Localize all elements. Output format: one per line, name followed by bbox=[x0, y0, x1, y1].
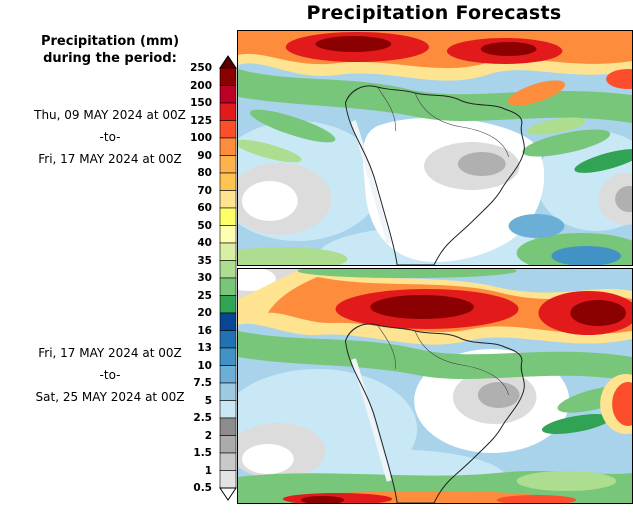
colorbar-tick: 70 bbox=[197, 184, 212, 197]
colorbar-tick: 2 bbox=[204, 429, 212, 442]
legend-title-line2: during the period: bbox=[43, 51, 177, 66]
colorbar-tick: 1 bbox=[204, 464, 212, 477]
map-week-2 bbox=[238, 269, 632, 503]
colorbar-tick: 35 bbox=[197, 254, 212, 267]
colorbar-tick-labels: 250 200 150 125 100 90 80 70 60 50 40 35 30 25 20 16 13 1… bbox=[148, 55, 212, 505]
colorbar-tick: 250 bbox=[190, 62, 212, 74]
map-panel-week-1 bbox=[237, 30, 633, 266]
period-label-week-2: Fri, 17 MAY 2024 at 00Z -to- Sat, 25 MAY… bbox=[4, 342, 216, 408]
precip-field-week-1 bbox=[238, 31, 632, 265]
period-label-week-1: Thu, 09 MAY 2024 at 00Z -to- Fri, 17 MAY… bbox=[4, 104, 216, 170]
colorbar-tick: 50 bbox=[197, 219, 212, 232]
period2-separator: -to- bbox=[99, 368, 121, 382]
colorbar-tick: 16 bbox=[197, 324, 212, 337]
colorbar-tick: 100 bbox=[190, 132, 212, 144]
colorbar-scale bbox=[219, 55, 237, 501]
colorbar-tick: 90 bbox=[197, 149, 212, 162]
legend-title-line1: Precipitation (mm) bbox=[40, 34, 180, 49]
colorbar-tick: 20 bbox=[197, 307, 212, 319]
colorbar-tick: 40 bbox=[197, 237, 212, 249]
colorbar-tick: 125 bbox=[190, 114, 212, 127]
colorbar-tick: 200 bbox=[190, 79, 212, 92]
colorbar-tick: 150 bbox=[190, 97, 212, 109]
colorbar-tick: 1.5 bbox=[193, 447, 212, 459]
colorbar-tick: 80 bbox=[197, 167, 212, 179]
legend-title: Precipitation (mm) during the period: bbox=[8, 33, 212, 67]
colorbar bbox=[218, 55, 238, 506]
period2-from: Fri, 17 MAY 2024 at 00Z bbox=[38, 346, 182, 360]
precip-field-week-2 bbox=[238, 269, 632, 503]
colorbar-tick: 60 bbox=[197, 202, 212, 214]
coastline-week-1 bbox=[344, 85, 525, 265]
colorbar-tick: 0.5 bbox=[193, 482, 212, 494]
period1-separator: -to- bbox=[99, 130, 121, 144]
page-title: Precipitation Forecasts bbox=[306, 2, 562, 24]
colorbar-tick: 2.5 bbox=[193, 412, 212, 424]
period1-to: Fri, 17 MAY 2024 at 00Z bbox=[38, 152, 182, 166]
coastline-week-2 bbox=[344, 323, 525, 503]
colorbar-tick: 13 bbox=[197, 342, 212, 354]
period2-to: Sat, 25 MAY 2024 at 00Z bbox=[35, 390, 185, 404]
colorbar-tick: 5 bbox=[204, 394, 212, 407]
map-panel-week-2 bbox=[237, 268, 633, 504]
colorbar-tick: 10 bbox=[197, 359, 212, 372]
period1-from: Thu, 09 MAY 2024 at 00Z bbox=[34, 108, 186, 122]
colorbar-tick: 7.5 bbox=[193, 377, 212, 389]
map-week-1 bbox=[238, 31, 632, 265]
colorbar-tick: 30 bbox=[197, 272, 212, 284]
colorbar-tick: 25 bbox=[197, 289, 212, 302]
